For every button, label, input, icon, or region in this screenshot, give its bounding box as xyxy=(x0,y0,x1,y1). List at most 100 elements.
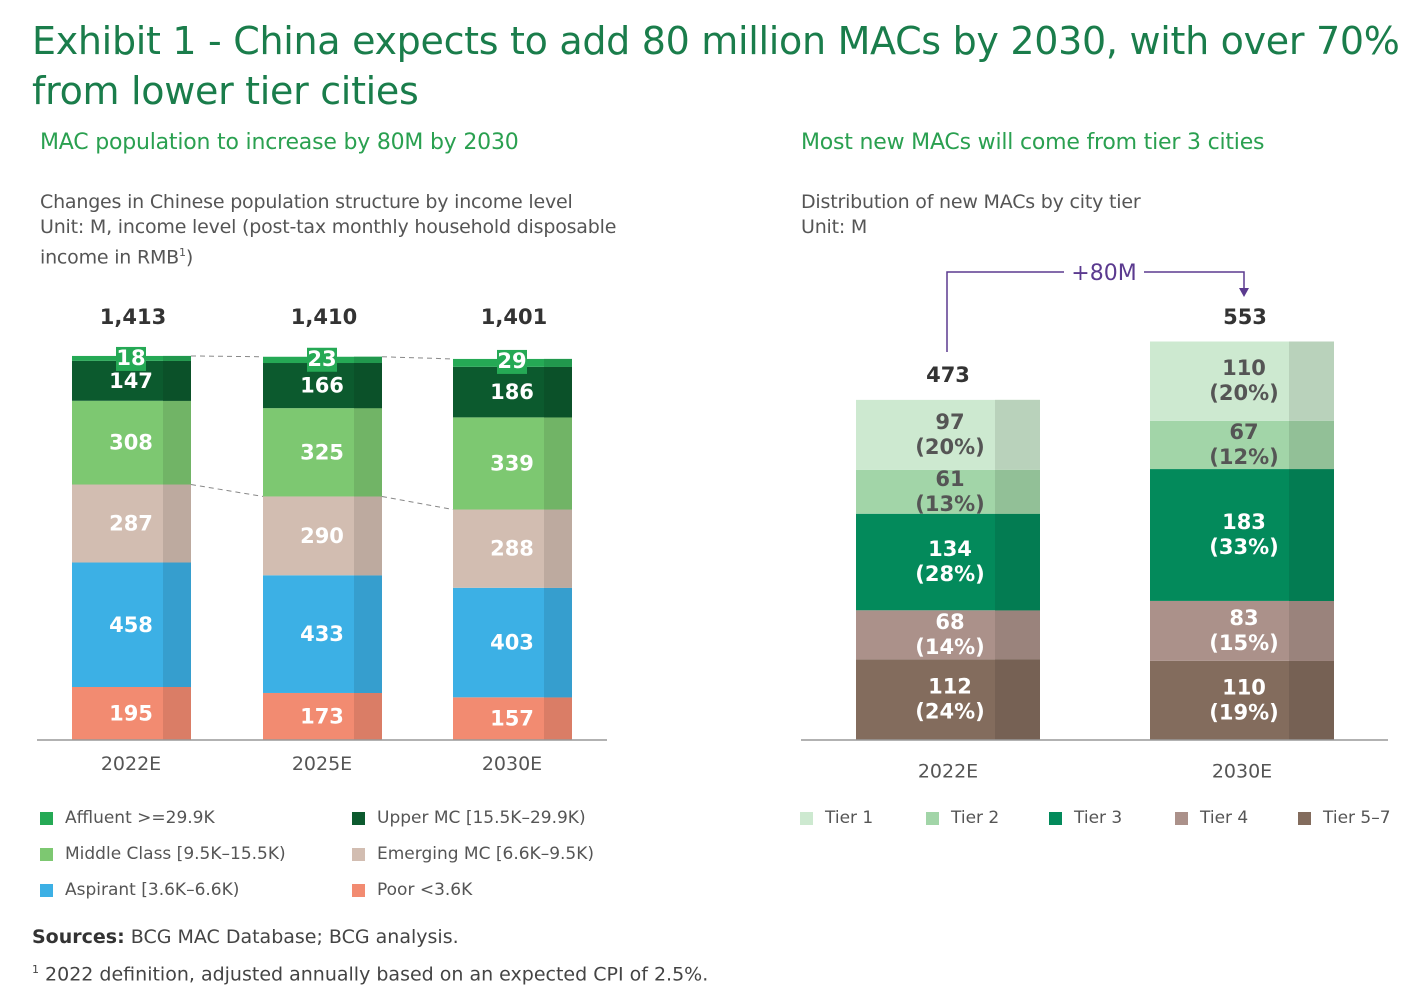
data-label-affluent-29-9k-2025e: 23 xyxy=(307,347,336,371)
share-label-tier-3-2022e: (28%) xyxy=(915,562,984,586)
left-desc-line-1: Changes in Chinese population structure … xyxy=(40,191,573,213)
data-label-upper-mc-15-5k-29-9k-2030e: 186 xyxy=(490,380,534,404)
footnote: 1 2022 definition, adjusted annually bas… xyxy=(32,963,708,985)
bar-shade-emerging-mc-6-6k-9-5k-2030e xyxy=(544,509,572,588)
data-label-aspirant-3-6k-6-6k-2030e: 403 xyxy=(490,631,534,655)
connector-emerging-0 xyxy=(190,484,264,497)
data-label-tier-4-2022e: 68 xyxy=(935,610,964,634)
bar-shade-tier-3-2030e xyxy=(1289,469,1334,601)
legend-swatch-emerging-mc-6-6k-9-5k xyxy=(352,847,365,861)
bar-shade-tier-2-2030e xyxy=(1289,420,1334,470)
left-chart-subtitle: MAC population to increase by 80M by 203… xyxy=(40,130,519,155)
legend-label-tier-1: Tier 1 xyxy=(825,808,874,828)
left-chart-description: Changes in Chinese population structure … xyxy=(40,190,616,270)
footnote-mark: 1 xyxy=(32,963,39,976)
bar-shade-aspirant-3-6k-6-6k-2025e xyxy=(354,575,382,693)
legend-item-upper-mc-15-5k-29-9k: Upper MC [15.5K–29.9K) xyxy=(352,808,586,828)
legend-item-middle-class-9-5k-15-5k: Middle Class [9.5K–15.5K) xyxy=(40,844,286,864)
bar-shade-tier-1-2022e xyxy=(995,399,1040,470)
share-label-tier-2-2030e: (12%) xyxy=(1209,445,1278,469)
data-label-tier-1-2022e: 97 xyxy=(935,410,964,434)
legend-item-emerging-mc-6-6k-9-5k: Emerging MC [6.6K–9.5K) xyxy=(352,844,594,864)
data-label-poor-3-6k-2025e: 173 xyxy=(300,704,344,728)
x-tick-right-2030e: 2030E xyxy=(1212,761,1272,783)
share-label-tier-5-7-2022e: (24%) xyxy=(915,700,984,724)
data-label-emerging-mc-6-6k-9-5k-2022e: 287 xyxy=(109,512,153,536)
total-label-2030e: 1,401 xyxy=(481,305,547,329)
data-label-tier-2-2022e: 61 xyxy=(935,467,964,491)
x-tick-2022e: 2022E xyxy=(101,753,161,775)
legend-label-tier-5-7: Tier 5–7 xyxy=(1323,808,1391,828)
data-label-emerging-mc-6-6k-9-5k-2025e: 290 xyxy=(300,524,344,548)
total-label-right-2030e: 553 xyxy=(1223,305,1267,329)
data-label-aspirant-3-6k-6-6k-2022e: 458 xyxy=(109,613,153,637)
right-chart-subtitle: Most new MACs will come from tier 3 citi… xyxy=(801,130,1265,155)
legend-label-tier-2: Tier 2 xyxy=(951,808,1000,828)
legend-swatch-tier-1 xyxy=(800,811,813,825)
data-label-bg-affluent-29-9k-2022e xyxy=(116,346,146,371)
connector-top-1 xyxy=(381,356,454,360)
share-label-tier-3-2030e: (33%) xyxy=(1209,535,1278,559)
growth-annotation: +80M xyxy=(1071,261,1136,286)
bar-shade-middle-class-9-5k-15-5k-2025e xyxy=(354,408,382,497)
right-desc-line-1: Distribution of new MACs by city tier xyxy=(801,191,1141,213)
legend-item-tier-2: Tier 2 xyxy=(926,808,999,828)
sources-text: BCG MAC Database; BCG analysis. xyxy=(124,926,459,948)
bar-shade-emerging-mc-6-6k-9-5k-2022e xyxy=(163,484,191,563)
bar-shade-middle-class-9-5k-15-5k-2030e xyxy=(544,417,572,510)
legend-swatch-tier-2 xyxy=(926,811,939,825)
sources-note: Sources: BCG MAC Database; BCG analysis. xyxy=(32,926,459,948)
data-label-upper-mc-15-5k-29-9k-2025e: 166 xyxy=(300,374,344,398)
legend-swatch-tier-4 xyxy=(1175,811,1188,825)
connector-top-0 xyxy=(190,355,264,358)
legend-swatch-tier-5-7 xyxy=(1298,811,1311,825)
share-label-tier-1-2030e: (20%) xyxy=(1209,381,1278,405)
left-desc-line-2: Unit: M, income level (post-tax monthly … xyxy=(40,216,617,238)
legend-swatch-middle-class-9-5k-15-5k xyxy=(40,847,53,861)
total-label-2022e: 1,413 xyxy=(100,305,166,329)
left-desc-footnote-ref: 1 xyxy=(179,246,186,259)
legend-label-emerging-mc-6-6k-9-5k: Emerging MC [6.6K–9.5K) xyxy=(377,844,595,864)
data-label-bg-affluent-29-9k-2030e xyxy=(497,349,527,374)
bar-shade-affluent-29-9k-2022e xyxy=(163,355,191,361)
data-label-middle-class-9-5k-15-5k-2022e: 308 xyxy=(109,431,153,455)
legend-swatch-upper-mc-15-5k-29-9k xyxy=(352,811,365,825)
exhibit-title: Exhibit 1 - China expects to add 80 mill… xyxy=(32,19,1400,113)
share-label-tier-2-2022e: (13%) xyxy=(915,492,984,516)
bar-shade-upper-mc-15-5k-29-9k-2025e xyxy=(354,363,382,409)
bar-shade-affluent-29-9k-2025e xyxy=(354,356,382,364)
data-label-affluent-29-9k-2030e: 29 xyxy=(497,349,526,373)
legend-item-tier-4: Tier 4 xyxy=(1175,808,1248,828)
data-label-tier-3-2022e: 134 xyxy=(928,537,972,561)
legend-item-tier-1: Tier 1 xyxy=(800,808,873,828)
connector-emerging-1 xyxy=(381,495,454,511)
bar-shade-emerging-mc-6-6k-9-5k-2025e xyxy=(354,496,382,576)
growth-bracket-left xyxy=(946,271,1064,352)
data-label-tier-4-2030e: 83 xyxy=(1229,606,1258,630)
bar-shade-poor-3-6k-2022e xyxy=(163,686,191,740)
data-label-bg-affluent-29-9k-2025e xyxy=(307,347,337,372)
right-chart-description: Distribution of new MACs by city tier Un… xyxy=(801,190,1141,240)
legend-swatch-affluent-29-9k xyxy=(40,811,53,825)
total-label-right-2022e: 473 xyxy=(926,363,970,387)
data-label-middle-class-9-5k-15-5k-2025e: 325 xyxy=(300,440,344,464)
data-label-aspirant-3-6k-6-6k-2025e: 433 xyxy=(300,622,344,646)
share-label-tier-1-2022e: (20%) xyxy=(915,435,984,459)
sources-label: Sources: xyxy=(32,926,125,948)
bar-shade-aspirant-3-6k-6-6k-2030e xyxy=(544,587,572,698)
data-label-tier-2-2030e: 67 xyxy=(1229,420,1258,444)
legend-item-tier-5-7: Tier 5–7 xyxy=(1298,808,1391,828)
x-tick-right-2022e: 2022E xyxy=(918,761,978,783)
growth-arrowhead xyxy=(1239,288,1249,297)
data-label-poor-3-6k-2030e: 157 xyxy=(490,707,534,731)
legend-swatch-aspirant-3-6k-6-6k xyxy=(40,883,53,897)
bar-shade-tier-3-2022e xyxy=(995,513,1040,611)
bar-shade-affluent-29-9k-2030e xyxy=(544,358,572,367)
bar-shade-tier-1-2030e xyxy=(1289,341,1334,421)
legend-item-aspirant-3-6k-6-6k: Aspirant [3.6K–6.6K) xyxy=(40,880,239,900)
data-label-affluent-29-9k-2022e: 18 xyxy=(116,346,145,370)
legend-item-tier-3: Tier 3 xyxy=(1049,808,1122,828)
data-label-tier-5-7-2030e: 110 xyxy=(1222,675,1266,699)
share-label-tier-4-2030e: (15%) xyxy=(1209,631,1278,655)
